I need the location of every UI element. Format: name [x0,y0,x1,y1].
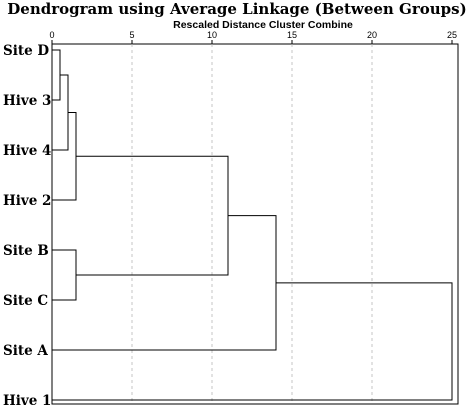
dendrogram-link [76,155,229,276]
leaf-label: Site D [3,43,49,59]
chart-subtitle: Rescaled Distance Cluster Combine [173,19,353,31]
x-tick-label: 25 [447,30,457,40]
link-layer [52,49,453,401]
x-tick-label: 10 [207,30,217,40]
dendrogram-link [52,215,277,351]
leaf-label: Hive 3 [3,93,51,109]
chart-title: Dendrogram using Average Linkage (Betwee… [7,0,466,18]
plot-area [51,43,459,405]
tick-layer: 0 5 10 15 20 25 [49,30,457,44]
dendrogram-link [52,49,61,101]
x-tick-label: 5 [129,30,134,40]
leaf-label-layer: Site D Hive 3 Hive 4 Hive 2 Site B Site C Site… [3,43,51,406]
leaf-label: Site C [3,293,48,309]
grid-layer [131,44,373,404]
x-tick-label: 0 [49,30,54,40]
dendrogram-link [52,249,77,301]
x-tick-label: 20 [367,30,377,40]
x-tick-label: 15 [287,30,297,40]
dendrogram-link [52,282,453,401]
leaf-label: Hive 2 [3,193,51,209]
leaf-label: Site B [3,243,49,259]
leaf-label: Hive 1 [3,393,51,406]
dendrogram-link [52,112,77,201]
leaf-label: Site A [3,343,48,359]
leaf-label: Hive 4 [3,143,51,159]
